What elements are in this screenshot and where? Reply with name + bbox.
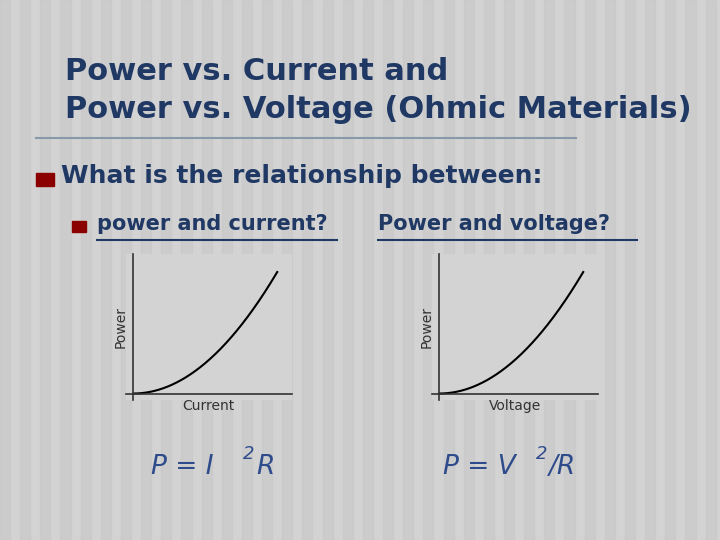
Text: R: R bbox=[256, 454, 275, 480]
Bar bbox=[81, 0, 91, 540]
Text: power and current?: power and current? bbox=[97, 214, 328, 234]
Y-axis label: Power: Power bbox=[114, 306, 127, 348]
Bar bbox=[161, 0, 171, 540]
Text: Power vs. Current and: Power vs. Current and bbox=[65, 57, 448, 86]
Bar bbox=[605, 0, 615, 540]
Bar bbox=[706, 0, 716, 540]
Bar bbox=[0, 0, 10, 540]
Bar bbox=[262, 0, 272, 540]
Bar bbox=[383, 0, 393, 540]
Bar bbox=[403, 0, 413, 540]
Bar bbox=[323, 0, 333, 540]
Bar bbox=[464, 0, 474, 540]
Bar bbox=[141, 0, 151, 540]
Bar bbox=[36, 173, 54, 186]
Bar bbox=[101, 0, 111, 540]
Text: 2: 2 bbox=[243, 444, 255, 463]
X-axis label: Voltage: Voltage bbox=[489, 399, 541, 413]
Bar bbox=[564, 0, 575, 540]
Bar bbox=[20, 0, 30, 540]
Text: Power vs. Voltage (Ohmic Materials): Power vs. Voltage (Ohmic Materials) bbox=[65, 94, 691, 124]
Bar bbox=[363, 0, 373, 540]
Bar bbox=[484, 0, 494, 540]
Bar bbox=[302, 0, 312, 540]
Bar bbox=[121, 0, 131, 540]
Bar bbox=[242, 0, 252, 540]
Bar bbox=[524, 0, 534, 540]
Text: /R: /R bbox=[549, 454, 576, 480]
Bar bbox=[423, 0, 433, 540]
Text: 2: 2 bbox=[536, 444, 548, 463]
Bar bbox=[645, 0, 655, 540]
Bar bbox=[72, 221, 86, 232]
Bar bbox=[544, 0, 554, 540]
X-axis label: Current: Current bbox=[183, 399, 235, 413]
Bar bbox=[665, 0, 675, 540]
Bar bbox=[222, 0, 232, 540]
Bar bbox=[685, 0, 696, 540]
Bar bbox=[40, 0, 50, 540]
Bar bbox=[625, 0, 635, 540]
Text: Power and voltage?: Power and voltage? bbox=[378, 214, 610, 234]
Bar bbox=[181, 0, 192, 540]
Bar bbox=[282, 0, 292, 540]
Bar bbox=[202, 0, 212, 540]
Text: P = V: P = V bbox=[443, 454, 516, 480]
Text: P = I: P = I bbox=[151, 454, 214, 480]
Bar bbox=[585, 0, 595, 540]
Bar bbox=[60, 0, 71, 540]
Text: What is the relationship between:: What is the relationship between: bbox=[61, 164, 543, 187]
Bar bbox=[444, 0, 454, 540]
Y-axis label: Power: Power bbox=[420, 306, 433, 348]
Bar bbox=[343, 0, 353, 540]
Bar bbox=[504, 0, 514, 540]
